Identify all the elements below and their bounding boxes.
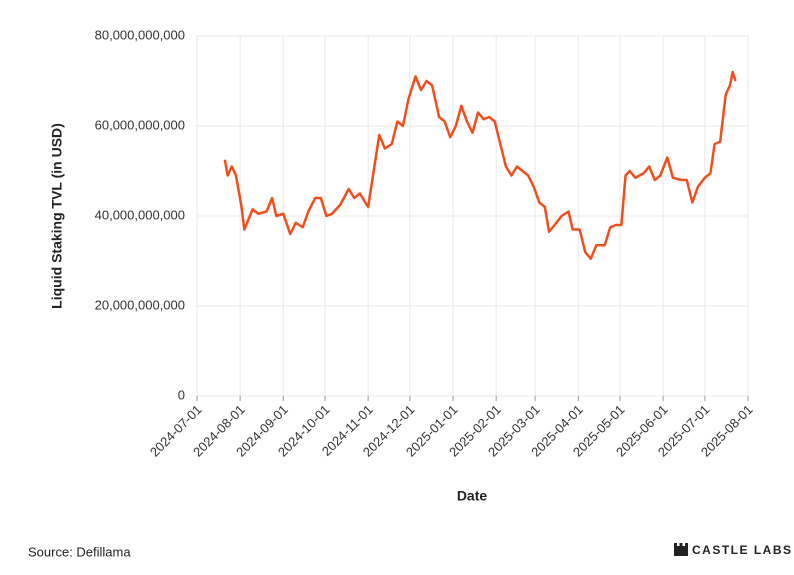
- y-axis-label: Liquid Staking TVL (in USD): [49, 123, 65, 309]
- y-tick-label: 60,000,000,000: [95, 117, 185, 132]
- brand-logo-icon: [674, 543, 688, 556]
- data-line: [223, 70, 737, 260]
- source-note: Source: Defillama: [28, 544, 131, 559]
- y-tick-label: 0: [178, 387, 185, 402]
- y-tick-label: 80,000,000,000: [95, 27, 185, 42]
- brand-name: CASTLE LABS: [692, 543, 793, 557]
- x-axis-label: Date: [457, 488, 488, 504]
- y-tick-label: 40,000,000,000: [95, 207, 185, 222]
- y-tick-label: 20,000,000,000: [95, 297, 185, 312]
